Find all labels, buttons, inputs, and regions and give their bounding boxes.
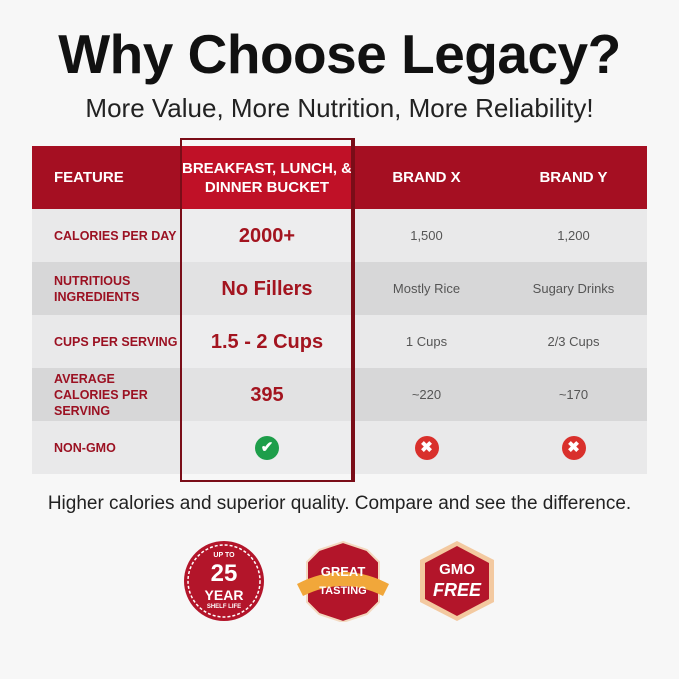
brand-x-value: ~220 [353,368,500,421]
brand-x-value: ✖ [353,421,500,474]
badge-text: 25 [210,560,238,587]
page-title: Why Choose Legacy? [58,23,621,85]
badge-text: YEAR [204,587,244,603]
badge-text: SHELF LIFE [206,604,242,610]
header-legacy: BREAKFAST, LUNCH, & DINNER BUCKET [181,146,353,209]
badge-text: GMO [439,561,475,578]
brand-y-value: ✖ [500,421,647,474]
brand-y-value: Sugary Drinks [500,262,647,315]
table-row: NUTRITIOUS INGREDIENTS No Fillers Mostly R… [32,262,647,315]
feature-label: NUTRITIOUS INGREDIENTS [32,262,181,315]
feature-label: AVERAGE CALORIES PER SERVING [32,368,181,421]
x-circle-icon: ✖ [561,435,586,460]
footer-text: Higher calories and superior quality. Co… [47,493,632,514]
legacy-value: 2000+ [181,209,353,262]
table-row: AVERAGE CALORIES PER SERVING 395 ~220 ~170 [32,368,647,421]
feature-label: CUPS PER SERVING [32,315,181,368]
table-row: CUPS PER SERVING 1.5 - 2 Cups 1 Cups 2/3 Cu… [32,315,647,368]
header-brand-x: BRAND X [392,169,461,186]
brand-y-value: 2/3 Cups [500,315,647,368]
column-divider [353,138,355,482]
feature-label: NON-GMO [32,421,181,474]
check-circle-icon: ✔ [255,435,279,460]
brand-x-value: Mostly Rice [353,262,500,315]
legacy-value: No Fillers [181,262,353,315]
shelf-life-badge: UP TO 25 YEAR SHELF LIFE [183,540,265,622]
table-header: FEATURE BREAKFAST, LUNCH, & DINNER BUCKE… [32,146,647,209]
legacy-value: ✔ [181,421,353,474]
feature-label: CALORIES PER DAY [32,209,181,262]
badge-text: GREAT [320,564,366,579]
great-tasting-badge: GREAT TASTING [297,540,389,622]
brand-x-value: 1 Cups [353,315,500,368]
gmo-free-badge: GMO FREE [418,540,496,622]
header-feature: FEATURE [54,169,124,186]
x-circle-icon: ✖ [414,435,439,460]
badge-text: TASTING [319,585,367,597]
brand-x-value: 1,500 [353,209,500,262]
legacy-value: 1.5 - 2 Cups [181,315,353,368]
badge-text: FREE [432,580,481,600]
legacy-value: 395 [181,368,353,421]
table-row: CALORIES PER DAY 2000+ 1,500 1,200 [32,209,647,262]
brand-y-value: 1,200 [500,209,647,262]
brand-y-value: ~170 [500,368,647,421]
page-subtitle: More Value, More Nutrition, More Reliabi… [85,93,594,123]
badge-text: UP TO [213,552,235,559]
header-brand-y: BRAND Y [539,169,608,186]
table-row: NON-GMO ✔ ✖ ✖ [32,421,647,474]
comparison-table: FEATURE BREAKFAST, LUNCH, & DINNER BUCKE… [32,146,647,474]
